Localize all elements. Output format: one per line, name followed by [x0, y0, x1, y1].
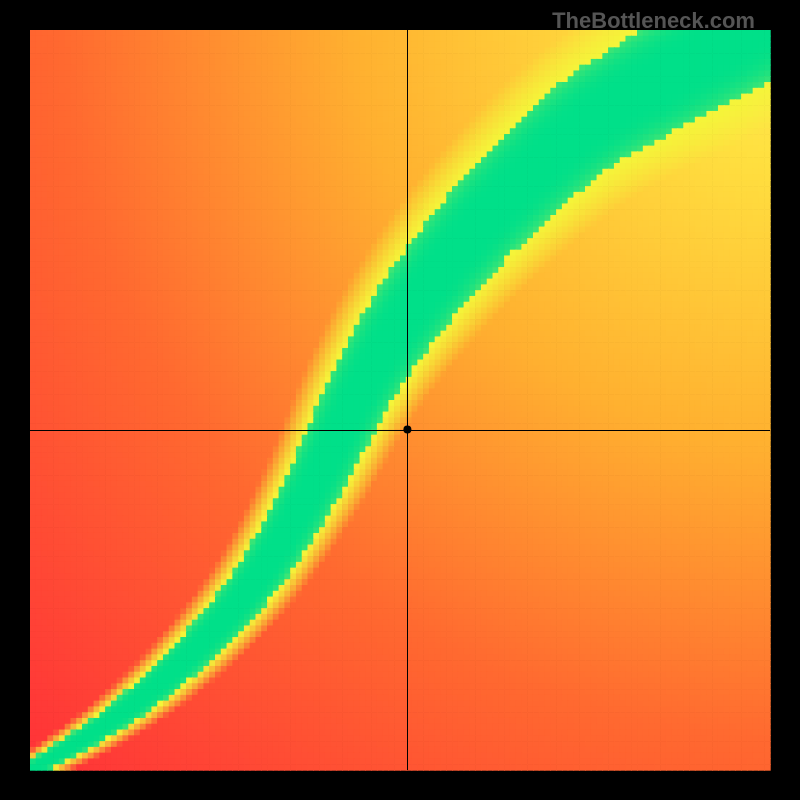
watermark-text: TheBottleneck.com [552, 8, 755, 34]
bottleneck-heatmap-canvas [0, 0, 800, 800]
chart-container: TheBottleneck.com [0, 0, 800, 800]
